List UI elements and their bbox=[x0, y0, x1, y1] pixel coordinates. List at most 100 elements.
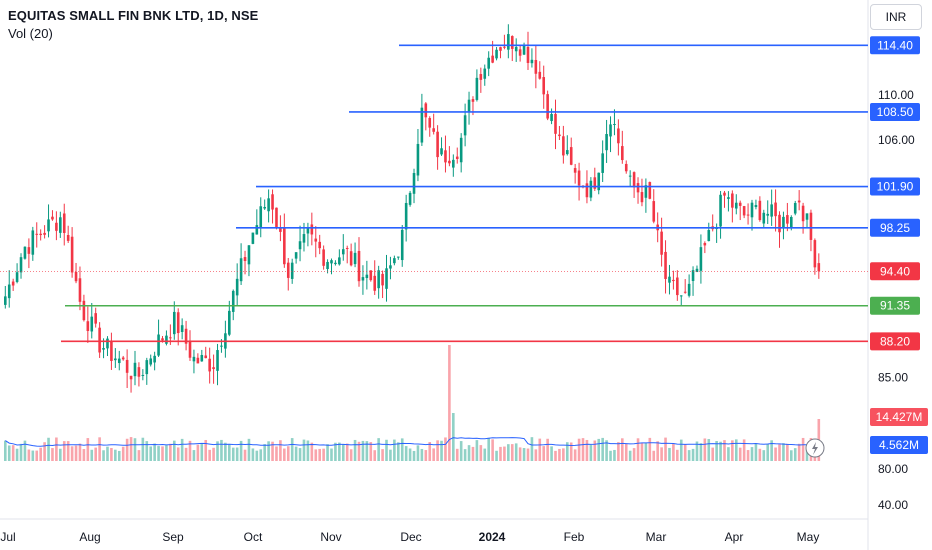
candle-body bbox=[279, 227, 282, 232]
volume-bar bbox=[530, 437, 534, 461]
candle-body bbox=[786, 215, 789, 224]
volume-bar bbox=[503, 446, 506, 461]
volume-bar bbox=[231, 447, 235, 461]
candle-body bbox=[550, 114, 553, 122]
candle-body bbox=[644, 185, 648, 198]
volume-bar bbox=[676, 449, 679, 461]
candle-body bbox=[385, 268, 388, 289]
currency-selector[interactable]: INR bbox=[870, 4, 922, 30]
volume-bar bbox=[125, 438, 129, 461]
volume-bar bbox=[161, 446, 164, 461]
candle-body bbox=[400, 229, 404, 261]
candle-body bbox=[294, 252, 298, 259]
candle-body bbox=[204, 355, 208, 359]
volume-bar bbox=[687, 450, 691, 461]
candle-body bbox=[731, 193, 734, 208]
volume-bar bbox=[416, 445, 420, 461]
candle-body bbox=[74, 271, 78, 282]
candle-body bbox=[738, 202, 742, 206]
candle-body bbox=[23, 246, 27, 259]
candle-body bbox=[483, 68, 487, 79]
volume-bar bbox=[180, 438, 184, 461]
candle-body bbox=[389, 265, 392, 269]
candle-body bbox=[404, 202, 408, 230]
candle-body bbox=[15, 272, 19, 282]
candle-body bbox=[569, 147, 573, 165]
volume-bar bbox=[302, 439, 306, 461]
volume-bar bbox=[110, 447, 113, 461]
volume-bar bbox=[200, 444, 204, 461]
volume-bar bbox=[550, 446, 553, 461]
volume-bar bbox=[790, 450, 793, 461]
candle-body bbox=[298, 241, 302, 250]
candle-body bbox=[703, 242, 707, 246]
candle-body bbox=[338, 257, 341, 265]
volume-bar bbox=[255, 450, 259, 461]
candle-body bbox=[613, 124, 616, 126]
volume-bar bbox=[412, 450, 416, 461]
volume-bar bbox=[251, 448, 255, 461]
candle-body bbox=[192, 356, 196, 362]
candle-body bbox=[636, 183, 640, 193]
candle-body bbox=[444, 150, 447, 163]
volume-bar bbox=[247, 438, 251, 461]
candle-body bbox=[35, 233, 39, 235]
time-tick-label: Mar bbox=[646, 530, 667, 544]
candle-body bbox=[459, 137, 463, 163]
candle-body bbox=[432, 128, 435, 132]
candle-body bbox=[19, 257, 23, 273]
candle-body bbox=[455, 156, 459, 160]
volume-bar bbox=[707, 439, 711, 461]
candle-body bbox=[184, 328, 188, 344]
candle-body bbox=[668, 276, 671, 283]
candle-body bbox=[585, 183, 589, 198]
candle-body bbox=[149, 358, 153, 365]
volume-bar bbox=[479, 445, 483, 461]
candle-body bbox=[672, 279, 675, 282]
candle-body bbox=[106, 338, 109, 349]
volume-bar bbox=[400, 438, 404, 461]
volume-bar bbox=[377, 438, 380, 461]
volume-bar bbox=[353, 439, 357, 461]
candle-body bbox=[39, 233, 42, 236]
volume-bar bbox=[782, 443, 785, 461]
volume-bar bbox=[192, 450, 196, 461]
volume-bar bbox=[801, 437, 805, 461]
volume-bar bbox=[165, 445, 168, 461]
volume-bar bbox=[613, 449, 616, 461]
volume-bar bbox=[19, 443, 23, 461]
price-tick-label: 110.00 bbox=[878, 88, 914, 102]
volume-bar bbox=[228, 444, 231, 461]
candle-body bbox=[805, 213, 809, 220]
volume-bar bbox=[715, 441, 718, 461]
candle-body bbox=[782, 216, 785, 229]
volume-bar bbox=[640, 442, 644, 461]
volume-bar bbox=[656, 441, 659, 461]
volume-bar bbox=[90, 449, 94, 461]
candle-body bbox=[695, 268, 699, 273]
volume-bar bbox=[235, 447, 239, 461]
volume-bar bbox=[424, 450, 428, 461]
candle-body bbox=[208, 358, 211, 372]
volume-bar bbox=[381, 449, 384, 461]
candle-body bbox=[475, 77, 479, 100]
volume-bar bbox=[483, 448, 487, 461]
volume-indicator-label[interactable]: Vol (20) bbox=[8, 26, 53, 41]
volume-bar bbox=[455, 448, 459, 461]
volume-bar bbox=[294, 446, 298, 461]
candle-body bbox=[754, 205, 758, 208]
candle-body bbox=[62, 213, 66, 233]
candle-body bbox=[424, 103, 428, 118]
candle-body bbox=[235, 278, 239, 296]
candle-body bbox=[514, 46, 518, 52]
volume-bar bbox=[216, 441, 219, 461]
time-tick-label: Jul bbox=[0, 530, 15, 544]
level-badge bbox=[870, 218, 920, 237]
candle-body bbox=[719, 194, 722, 227]
volume-bar bbox=[133, 438, 137, 461]
volume-bar bbox=[534, 449, 538, 461]
volume-bar bbox=[338, 442, 341, 461]
volume-bar bbox=[345, 443, 349, 461]
volume-bar bbox=[797, 443, 801, 461]
